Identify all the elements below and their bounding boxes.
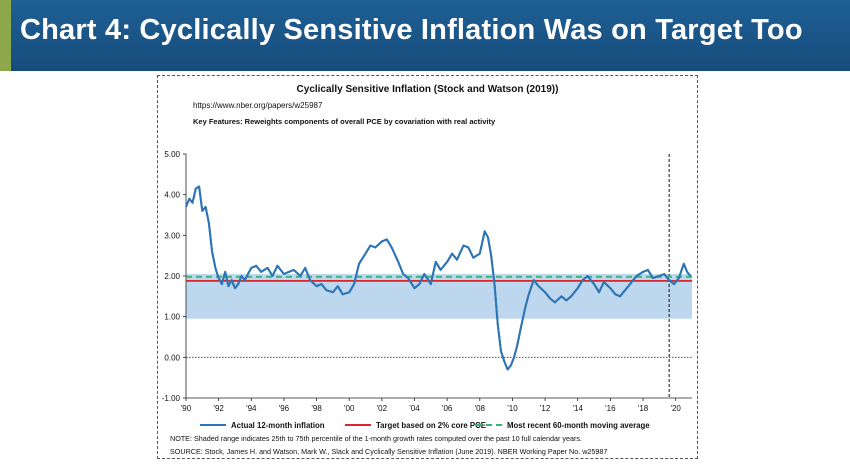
x-tick-label: '92 [213,404,224,413]
y-tick-label: -1.00 [162,394,181,403]
y-tick-label: 5.00 [164,150,180,159]
x-tick-label: '14 [573,404,584,413]
chart-key-features: Key Features: Reweights components of ov… [193,117,496,126]
x-tick-label: '96 [279,404,290,413]
y-tick-label: 1.00 [164,313,180,322]
x-tick-label: '02 [377,404,388,413]
legend-target-label: Target based on 2% core PCE [376,421,486,430]
slide-title: Chart 4: Cyclically Sensitive Inflation … [20,14,803,46]
y-tick-label: 2.00 [164,272,180,281]
x-tick-label: '06 [442,404,453,413]
legend-actual-label: Actual 12-month inflation [231,421,325,430]
y-tick-label: 3.00 [164,231,180,240]
x-tick-label: '18 [638,404,649,413]
chart-title: Cyclically Sensitive Inflation (Stock an… [296,84,559,95]
chart-note: NOTE: Shaded range indicates 25th to 75t… [170,434,582,443]
x-tick-label: '20 [670,404,681,413]
x-tick-label: '08 [475,404,486,413]
x-tick-label: '90 [181,404,192,413]
x-tick-label: '00 [344,404,355,413]
actual-inflation-line-overlay [185,185,692,371]
x-tick-label: '98 [311,404,322,413]
header-banner [0,0,850,71]
x-tick-label: '04 [409,404,420,413]
legend-moving-average-label: Most recent 60-month moving average [507,421,650,430]
x-tick-label: '94 [246,404,257,413]
chart-frame [157,75,698,459]
x-tick-label: '12 [540,404,551,413]
chart-source: SOURCE: Stock, James H. and Watson, Mark… [170,447,608,456]
x-tick-label: '10 [507,404,518,413]
x-tick-label: '16 [605,404,616,413]
y-tick-label: 0.00 [164,353,180,362]
chart-source-url: https://www.nber.org/papers/w25987 [193,101,323,110]
y-tick-label: 4.00 [164,191,180,200]
header-accent-bar [0,0,11,71]
